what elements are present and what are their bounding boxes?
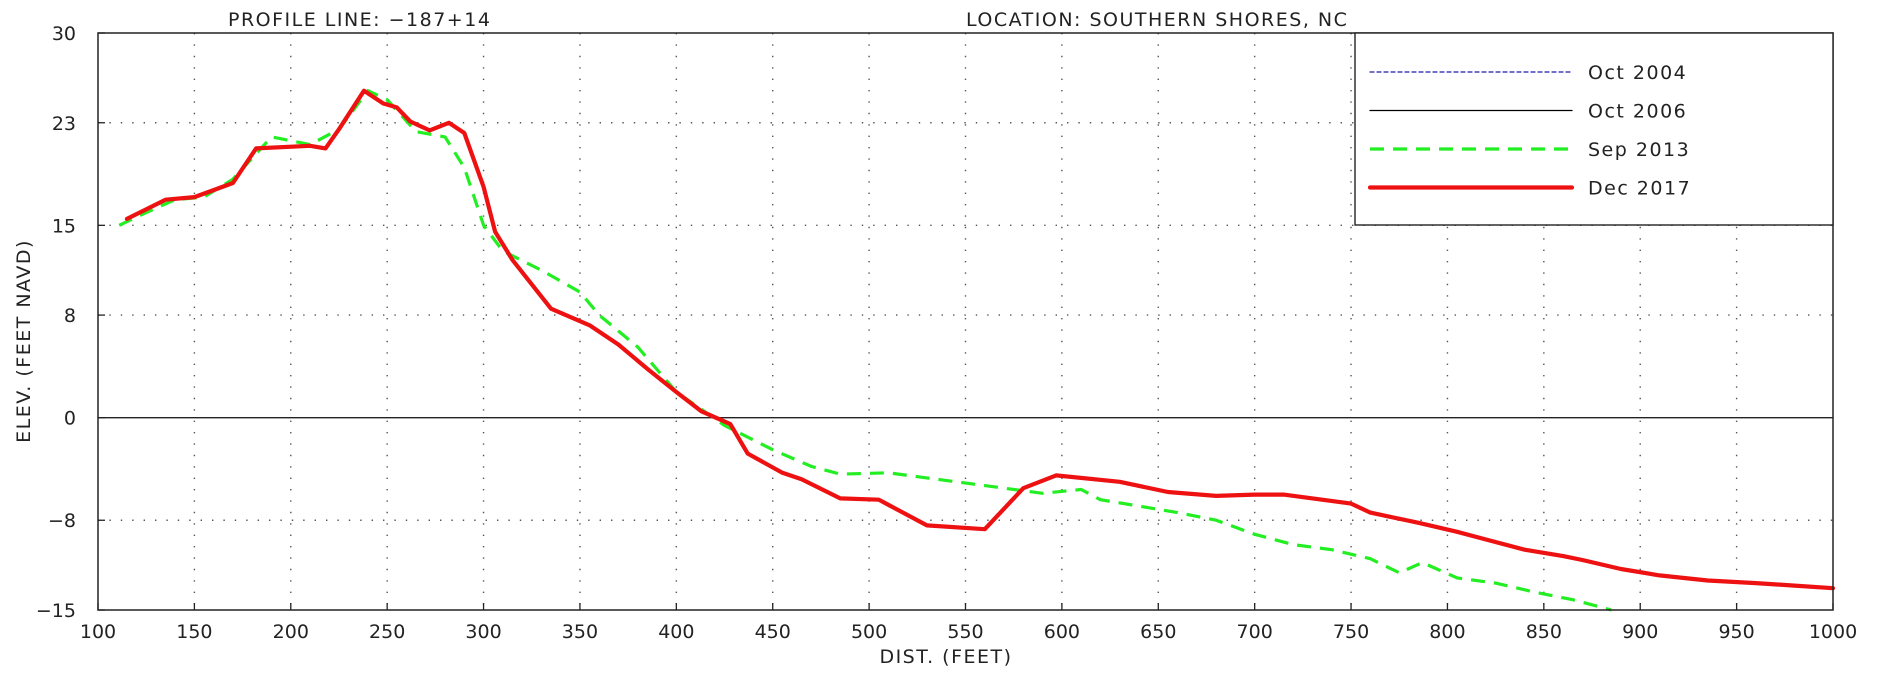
x-tick-label: 550 (947, 621, 983, 643)
legend-label: Oct 2006 (1588, 101, 1687, 123)
y-tick-label: −15 (36, 600, 76, 622)
x-tick-label: 350 (562, 621, 598, 643)
legend-label: Dec 2017 (1588, 178, 1691, 200)
y-tick-label: 23 (52, 113, 76, 135)
tick-labels: 100 150 200 250 300 350 400 450 500 550 600 650 700 7… (36, 23, 1857, 643)
legend-label: Oct 2004 (1588, 62, 1687, 84)
x-tick-label: 400 (658, 621, 694, 643)
x-tick-label: 950 (1718, 621, 1754, 643)
y-tick-label: −8 (48, 510, 76, 532)
series-lines (118, 88, 1836, 612)
location-label: LOCATION: SOUTHERN SHORES, NC (966, 9, 1348, 31)
legend-label: Sep 2013 (1588, 139, 1690, 161)
y-tick-label: 8 (64, 305, 76, 327)
profile-line-label: PROFILE LINE: −187+14 (228, 9, 491, 31)
x-tick-label: 500 (851, 621, 887, 643)
series-line-dec-2017 (124, 88, 1836, 591)
grid-lines (97, 32, 1834, 611)
x-tick-label: 450 (755, 621, 791, 643)
x-tick-label: 200 (273, 621, 309, 643)
x-tick-label: 850 (1526, 621, 1562, 643)
x-tick-label: 750 (1333, 621, 1369, 643)
x-tick-label: 250 (369, 621, 405, 643)
x-tick-label: 1000 (1809, 621, 1857, 643)
y-axis-label: ELEV. (FEET NAVD) (13, 239, 35, 443)
y-tick-label: 0 (64, 408, 76, 430)
x-tick-label: 700 (1237, 621, 1273, 643)
x-tick-label: 800 (1429, 621, 1465, 643)
y-tick-label: 15 (52, 215, 76, 237)
x-axis-label: DIST. (FEET) (879, 646, 1012, 668)
x-tick-label: 100 (80, 621, 116, 643)
plot-frame (97, 32, 1834, 611)
legend: Oct 2004 Oct 2006 Sep 2013 Dec 2017 (1354, 32, 1834, 226)
x-tick-label: 150 (176, 621, 212, 643)
x-tick-label: 300 (465, 621, 501, 643)
y-tick-label: 30 (52, 23, 76, 45)
x-tick-label: 900 (1622, 621, 1658, 643)
x-tick-label: 600 (1044, 621, 1080, 643)
x-tick-label: 650 (1140, 621, 1176, 643)
legend-box (1354, 32, 1834, 226)
